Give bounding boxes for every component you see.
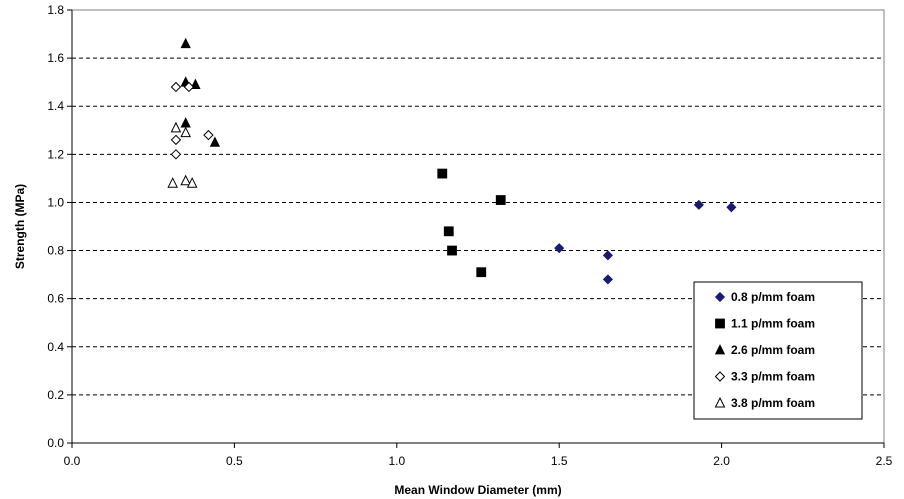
data-point (170, 149, 182, 160)
legend-label: 3.3 p/mm foam (731, 370, 815, 384)
data-point (437, 168, 448, 179)
y-tick-label: 1.6 (47, 51, 64, 65)
data-point (554, 243, 565, 254)
series-5-points (167, 121, 198, 188)
legend-label: 3.8 p/mm foam (731, 396, 815, 410)
axes (67, 9, 885, 448)
data-points (167, 37, 737, 285)
data-point (447, 245, 457, 256)
data-point (495, 195, 506, 205)
legend-marker (715, 318, 725, 329)
data-point (443, 226, 454, 237)
y-tick-label: 0.8 (47, 244, 64, 258)
legend-label: 2.6 p/mm foam (731, 343, 815, 357)
y-tick-label: 1.8 (47, 3, 64, 17)
y-axis-label: Strength (MPa) (13, 184, 27, 269)
x-axis-label: Mean Window Diameter (mm) (394, 483, 561, 497)
y-tick-label: 1.0 (47, 195, 64, 209)
data-point (209, 136, 221, 147)
data-point (183, 81, 195, 93)
data-point (693, 199, 704, 210)
y-tick-label: 1.4 (47, 99, 64, 113)
y-tick-label: 1.2 (47, 147, 64, 161)
legend-marker (714, 291, 726, 303)
series-3-points (180, 37, 221, 147)
data-point (602, 274, 613, 285)
legend-marker (714, 344, 726, 355)
series-1-points (554, 199, 737, 285)
series-4-points (170, 81, 214, 160)
data-point (167, 177, 178, 188)
x-axis-tick-labels: 0.0 0.5 1.0 1.5 2.0 2.5 (64, 454, 893, 468)
legend-marker (714, 396, 726, 408)
x-tick-label: 2.5 (876, 454, 893, 468)
x-tick-label: 0.0 (64, 454, 81, 468)
x-tick-label: 0.5 (226, 454, 243, 468)
legend-marker (714, 371, 726, 382)
gridlines (72, 57, 884, 396)
y-tick-label: 0.6 (47, 292, 64, 306)
data-point (180, 117, 191, 128)
legend: 0.8 p/mm foam 1.1 p/mm foam 2.6 p/mm foam 3… (693, 281, 863, 420)
y-tick-label: 0.2 (47, 388, 64, 402)
data-point (170, 121, 182, 133)
data-point (180, 174, 191, 186)
y-tick-label: 0.4 (47, 340, 64, 354)
x-tick-label: 2.0 (713, 454, 730, 468)
data-point (170, 134, 182, 146)
series-2-points (437, 168, 506, 278)
data-point (203, 129, 214, 141)
data-point (170, 81, 182, 93)
legend-label: 1.1 p/mm foam (731, 317, 815, 331)
data-point (476, 267, 487, 278)
data-point (180, 126, 191, 138)
x-tick-label: 1.5 (551, 454, 568, 468)
legend-label: 0.8 p/mm foam (731, 290, 815, 304)
y-tick-label: 0.0 (47, 436, 64, 450)
data-point (186, 177, 198, 188)
y-axis-tick-labels: 0.0 0.2 0.4 0.6 0.8 1.0 1.2 1.4 1.6 1.8 (47, 3, 64, 450)
data-point (180, 37, 191, 49)
x-tick-label: 1.0 (388, 454, 405, 468)
data-point (602, 250, 613, 261)
data-point (726, 202, 737, 213)
